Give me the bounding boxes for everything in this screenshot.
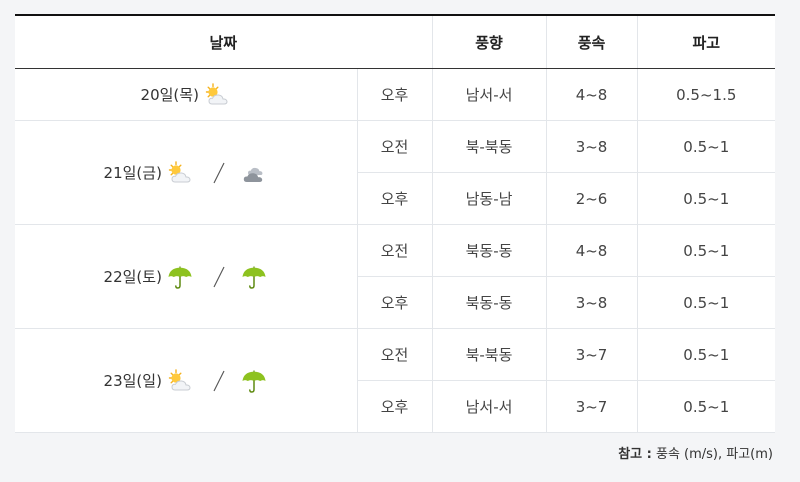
date-label: 21일(금) xyxy=(103,164,162,182)
umbrella-icon xyxy=(166,264,194,290)
umbrella-icon xyxy=(240,368,268,394)
speed-cell: 3~8 xyxy=(545,120,638,173)
direction-cell: 남동-남 xyxy=(431,172,547,225)
note-text: 풍속 (m/s), 파고(m) xyxy=(655,447,773,462)
slash-divider xyxy=(212,370,226,392)
speed-cell: 3~8 xyxy=(545,276,638,329)
table-row: 오후 북동-동 3~8 0.5~1 xyxy=(15,276,776,329)
umbrella-icon xyxy=(240,264,268,290)
wave-cell: 0.5~1 xyxy=(636,172,776,225)
forecast-table: 날짜 풍향 풍속 파고 20일(목) 오후 남서-서 4~8 0.5~1.5 xyxy=(15,14,776,433)
speed-cell: 2~6 xyxy=(545,172,638,225)
table-row: 오후 남동-남 2~6 0.5~1 xyxy=(15,172,776,225)
date-cell: 23일(일) xyxy=(15,328,357,433)
speed-cell: 4~8 xyxy=(545,224,638,277)
header-date: 날짜 xyxy=(15,15,433,69)
table-row: 23일(일) 오전 북-북동 3~7 0.5~1 xyxy=(15,328,776,433)
period-cell: 오후 xyxy=(356,172,433,225)
table-row: 21일(금) 오전 북-북동 3~8 0.5~1 xyxy=(15,120,776,225)
date-label: 22일(토) xyxy=(103,268,162,286)
slash-divider xyxy=(212,266,226,288)
direction-cell: 남서-서 xyxy=(431,380,547,433)
slash-divider xyxy=(212,162,226,184)
table-row: 오후 남서-서 3~7 0.5~1 xyxy=(15,380,776,433)
speed-cell: 3~7 xyxy=(545,328,638,381)
header-speed: 풍속 xyxy=(545,15,638,69)
period-cell: 오후 xyxy=(356,68,433,121)
speed-cell: 4~8 xyxy=(545,68,638,121)
note-label: 참고 : xyxy=(618,447,652,462)
sun-cloud-icon xyxy=(203,82,231,108)
units-note: 참고 : 풍속 (m/s), 파고(m) xyxy=(15,443,775,462)
table-row: 20일(목) 오후 남서-서 4~8 0.5~1.5 xyxy=(15,68,776,121)
direction-cell: 북-북동 xyxy=(431,328,547,381)
wave-cell: 0.5~1 xyxy=(636,224,776,277)
wave-cell: 0.5~1 xyxy=(636,328,776,381)
speed-cell: 3~7 xyxy=(545,380,638,433)
sun-cloud-icon xyxy=(166,160,194,186)
marine-forecast: 날짜 풍향 풍속 파고 20일(목) 오후 남서-서 4~8 0.5~1.5 xyxy=(15,14,776,462)
direction-cell: 북-북동 xyxy=(431,120,547,173)
date-cell: 20일(목) xyxy=(15,68,357,121)
direction-cell: 북동-동 xyxy=(431,224,547,277)
wave-cell: 0.5~1 xyxy=(636,120,776,173)
wave-cell: 0.5~1 xyxy=(636,276,776,329)
direction-cell: 남서-서 xyxy=(431,68,547,121)
sun-cloud-icon xyxy=(166,368,194,394)
direction-cell: 북동-동 xyxy=(431,276,547,329)
cloudy-icon xyxy=(240,160,268,186)
period-cell: 오후 xyxy=(356,276,433,329)
period-cell: 오전 xyxy=(356,224,433,277)
date-label: 20일(목) xyxy=(140,86,199,104)
date-label: 23일(일) xyxy=(103,372,162,390)
date-cell: 21일(금) xyxy=(15,120,357,225)
period-cell: 오후 xyxy=(356,380,433,433)
header-wave: 파고 xyxy=(636,15,776,69)
wave-cell: 0.5~1 xyxy=(636,380,776,433)
period-cell: 오전 xyxy=(356,120,433,173)
table-row: 22일(토) 오전 북동-동 4~8 0.5~1 xyxy=(15,224,776,329)
wave-cell: 0.5~1.5 xyxy=(636,68,776,121)
header-direction: 풍향 xyxy=(431,15,547,69)
header-row: 날짜 풍향 풍속 파고 xyxy=(15,15,776,69)
period-cell: 오전 xyxy=(356,328,433,381)
date-cell: 22일(토) xyxy=(15,224,357,329)
